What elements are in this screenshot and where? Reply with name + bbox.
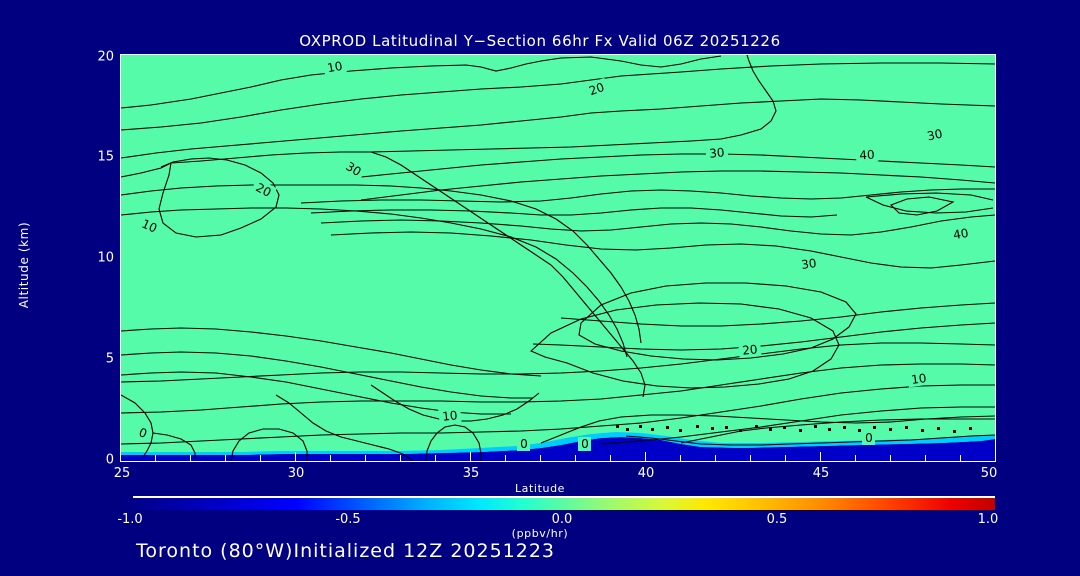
colorbar: [121, 498, 995, 510]
y-tick-label-15: 15: [97, 149, 114, 165]
y-tick-label-0: 0: [105, 452, 114, 468]
svg-text:0: 0: [137, 425, 149, 441]
x-tick-label-25: 25: [113, 466, 131, 481]
colorbar-tick-label-max: 1.0: [977, 512, 999, 527]
svg-text:30: 30: [709, 145, 726, 161]
svg-text:10: 10: [326, 59, 343, 75]
svg-text:30: 30: [926, 127, 944, 144]
colorbar-tick-label-pos-half: 0.5: [766, 512, 788, 527]
plot-background: [121, 55, 995, 461]
x-tick-label-45: 45: [812, 466, 830, 481]
svg-text:0: 0: [520, 437, 528, 451]
y-axis-title: Altitude (km): [17, 221, 31, 309]
svg-text:20: 20: [742, 342, 759, 358]
contour-labels: 10 20 30 20: [133, 57, 973, 451]
page-title: OXPROD Latitudinal Y−Section 66hr Fx Val…: [299, 32, 781, 50]
svg-text:10: 10: [910, 371, 927, 387]
negative-fill-region: [121, 432, 995, 461]
svg-text:20: 20: [587, 80, 606, 98]
svg-text:10: 10: [442, 408, 459, 424]
x-tick-label-30: 30: [287, 466, 305, 481]
svg-text:40: 40: [952, 226, 969, 242]
y-tick-label-5: 5: [105, 351, 114, 367]
x-axis-title: Latitude: [514, 482, 566, 495]
colorbar-units-label: (ppbv/hr): [511, 527, 569, 540]
svg-text:0: 0: [865, 431, 873, 445]
footer-caption: Toronto (80°W)Initialized 12Z 20251223: [136, 540, 556, 562]
y-tick-label-10: 10: [97, 250, 114, 266]
colorbar-tick-label-neg-half: -0.5: [335, 512, 361, 527]
stipple-marks: [616, 425, 972, 433]
y-tick-label-20: 20: [97, 49, 114, 65]
colorbar-tick-label-min: -1.0: [117, 512, 143, 527]
svg-text:40: 40: [859, 147, 875, 162]
contour-plot-area: 10 20 30 20: [121, 55, 995, 461]
colorbar-tick-label-zero: 0.0: [551, 512, 573, 527]
contour-plot-svg: 10 20 30 20: [121, 55, 995, 461]
svg-text:10: 10: [140, 217, 160, 236]
colorbar-highlight-line: [133, 496, 995, 498]
svg-text:30: 30: [800, 256, 817, 272]
contour-lines: [121, 55, 995, 461]
x-tick-label-40: 40: [637, 466, 655, 481]
x-tick-label-50: 50: [980, 466, 998, 481]
x-tick-label-35: 35: [462, 466, 480, 481]
svg-text:30: 30: [343, 159, 363, 179]
svg-text:0: 0: [581, 437, 589, 451]
svg-text:20: 20: [253, 180, 273, 200]
